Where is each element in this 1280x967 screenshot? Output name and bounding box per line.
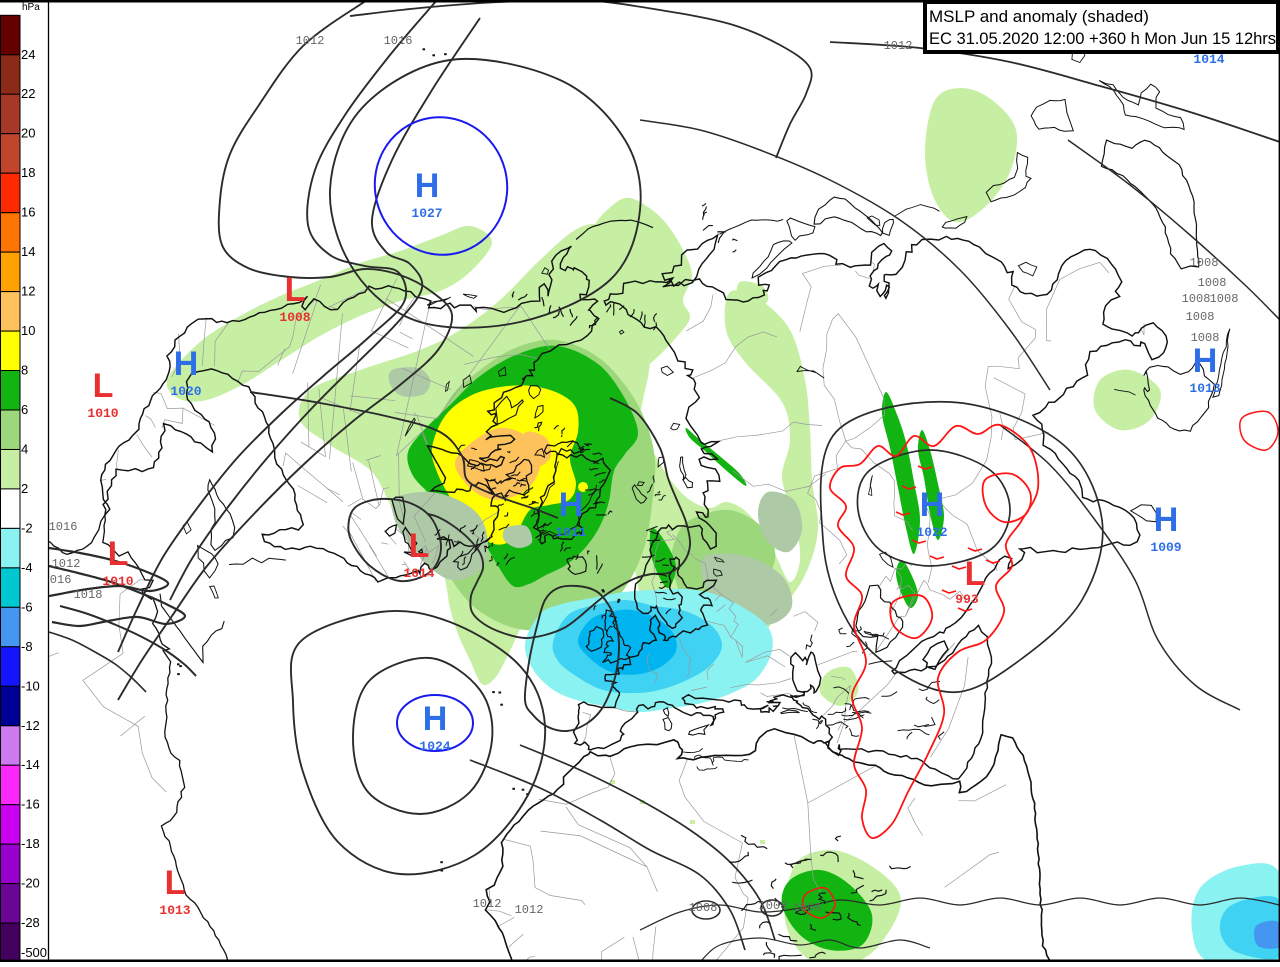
svg-text:1013: 1013 bbox=[1189, 381, 1220, 396]
svg-text:H: H bbox=[1154, 501, 1179, 539]
svg-text:1012: 1012 bbox=[52, 557, 81, 571]
svg-text:hPa: hPa bbox=[22, 2, 40, 13]
svg-text:1008: 1008 bbox=[1182, 292, 1211, 306]
svg-text:1011: 1011 bbox=[555, 525, 586, 540]
svg-text:1008: 1008 bbox=[1190, 256, 1219, 270]
svg-text:1008: 1008 bbox=[689, 901, 718, 915]
svg-text:1024: 1024 bbox=[419, 739, 450, 754]
svg-text:L: L bbox=[965, 555, 986, 593]
svg-text:-20: -20 bbox=[21, 876, 40, 891]
svg-text:H: H bbox=[559, 486, 584, 524]
svg-text:1014: 1014 bbox=[1193, 52, 1224, 67]
svg-text:-4: -4 bbox=[21, 560, 33, 575]
svg-text:20: 20 bbox=[21, 126, 35, 141]
svg-text:2: 2 bbox=[21, 481, 28, 496]
svg-text:6: 6 bbox=[21, 402, 28, 417]
svg-text:14: 14 bbox=[21, 244, 35, 259]
svg-text:1008: 1008 bbox=[1191, 331, 1220, 345]
svg-text:1027: 1027 bbox=[411, 206, 442, 221]
svg-text:L: L bbox=[285, 271, 306, 309]
svg-text:-8: -8 bbox=[21, 639, 33, 654]
svg-text:-18: -18 bbox=[21, 836, 40, 851]
svg-text:24: 24 bbox=[21, 47, 35, 62]
svg-text:1020: 1020 bbox=[170, 384, 201, 399]
svg-text:1010: 1010 bbox=[102, 574, 133, 589]
svg-text:-14: -14 bbox=[21, 757, 40, 772]
svg-text:1012: 1012 bbox=[473, 897, 502, 911]
svg-text:1008: 1008 bbox=[759, 899, 788, 913]
svg-text:1009: 1009 bbox=[1150, 540, 1181, 555]
svg-text:EC 31.05.2020 12:00 +360 h Mon: EC 31.05.2020 12:00 +360 h Mon Jun 15 12… bbox=[929, 29, 1276, 48]
svg-text:1012: 1012 bbox=[884, 39, 913, 53]
svg-text:1016: 1016 bbox=[43, 573, 72, 587]
svg-text:H: H bbox=[415, 167, 440, 205]
svg-text:1012: 1012 bbox=[515, 903, 544, 917]
svg-text:-500: -500 bbox=[21, 945, 47, 960]
svg-text:12: 12 bbox=[21, 284, 35, 299]
svg-text:8: 8 bbox=[21, 363, 28, 378]
svg-text:MSLP and anomaly (shaded): MSLP and anomaly (shaded) bbox=[929, 7, 1149, 26]
svg-text:-2: -2 bbox=[21, 520, 33, 535]
svg-text:L: L bbox=[165, 864, 186, 902]
svg-text:L: L bbox=[409, 527, 430, 565]
svg-text:1022: 1022 bbox=[916, 525, 947, 540]
svg-text:1008: 1008 bbox=[1198, 276, 1227, 290]
svg-text:1008: 1008 bbox=[793, 901, 822, 915]
svg-text:H: H bbox=[920, 486, 945, 524]
svg-text:-6: -6 bbox=[21, 599, 33, 614]
svg-text:18: 18 bbox=[21, 165, 35, 180]
svg-text:1012: 1012 bbox=[296, 34, 325, 48]
svg-text:22: 22 bbox=[21, 86, 35, 101]
svg-text:10: 10 bbox=[21, 323, 35, 338]
svg-text:-28: -28 bbox=[21, 915, 40, 930]
svg-text:-10: -10 bbox=[21, 678, 40, 693]
svg-text:1010: 1010 bbox=[87, 406, 118, 421]
svg-text:H: H bbox=[174, 345, 199, 383]
svg-text:H: H bbox=[423, 700, 448, 738]
svg-text:1014: 1014 bbox=[403, 566, 434, 581]
svg-text:993: 993 bbox=[955, 592, 979, 607]
svg-text:1016: 1016 bbox=[384, 34, 413, 48]
svg-text:L: L bbox=[93, 367, 114, 405]
svg-text:1016: 1016 bbox=[49, 520, 78, 534]
svg-text:-16: -16 bbox=[21, 797, 40, 812]
svg-text:1008: 1008 bbox=[279, 310, 310, 325]
svg-text:1008: 1008 bbox=[1210, 292, 1239, 306]
svg-text:H: H bbox=[1193, 342, 1218, 380]
svg-text:1008: 1008 bbox=[1186, 310, 1215, 324]
svg-text:16: 16 bbox=[21, 205, 35, 220]
svg-text:4: 4 bbox=[21, 442, 28, 457]
svg-text:L: L bbox=[108, 535, 129, 573]
svg-text:-12: -12 bbox=[21, 718, 40, 733]
svg-text:1018: 1018 bbox=[74, 588, 103, 602]
svg-text:1013: 1013 bbox=[159, 903, 190, 918]
